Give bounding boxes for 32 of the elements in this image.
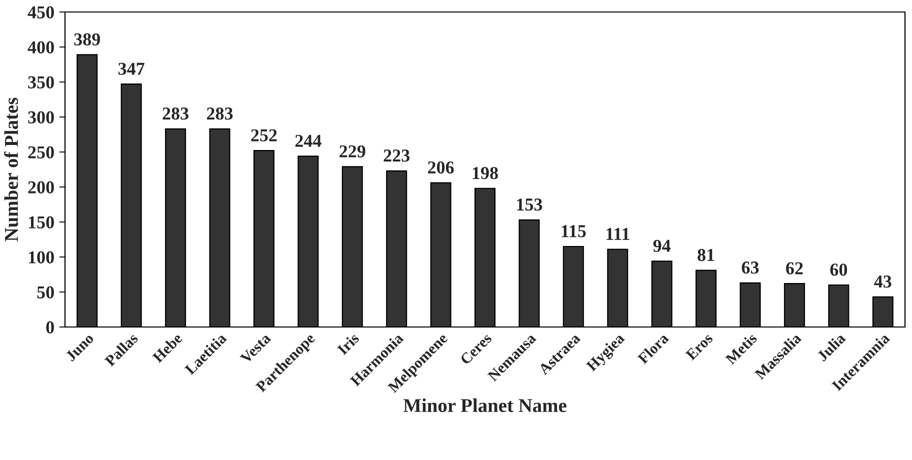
y-tick-label: 300	[28, 111, 54, 124]
data-label: 94	[653, 240, 671, 252]
data-label: 283	[162, 107, 188, 120]
data-label: 347	[118, 62, 144, 75]
data-label: 153	[517, 198, 542, 211]
data-label: 43	[874, 276, 892, 288]
data-label: 206	[428, 161, 454, 174]
y-tick-label: 150	[28, 216, 54, 228]
data-label: 252	[251, 129, 277, 142]
y-tick-label: 200	[28, 181, 54, 194]
y-tick-label: 450	[28, 6, 54, 18]
data-label: 229	[340, 145, 366, 158]
data-label: 223	[384, 150, 410, 162]
data-label: 62	[786, 262, 803, 274]
data-label: 198	[472, 166, 498, 180]
y-tick-label: 350	[28, 76, 54, 88]
data-label: 283	[206, 107, 233, 120]
data-label: 389	[74, 33, 100, 46]
y-tick-label: 400	[28, 41, 54, 54]
y-tick-label: 0	[46, 321, 54, 334]
y-tick-label: 50	[37, 286, 54, 298]
data-label: 81	[698, 248, 714, 262]
data-label: 63	[742, 262, 759, 274]
x-tick-label: Eros	[685, 332, 714, 361]
y-axis-title: Number of Plates	[4, 98, 18, 242]
y-tick-label: 100	[28, 251, 54, 264]
data-label: 60	[830, 264, 848, 276]
x-axis-title: Minor Planet Name	[403, 398, 566, 412]
data-label: 115	[562, 225, 586, 238]
data-label: 111	[606, 228, 630, 240]
y-tick-label: 250	[28, 146, 54, 158]
data-label: 244	[295, 134, 322, 147]
